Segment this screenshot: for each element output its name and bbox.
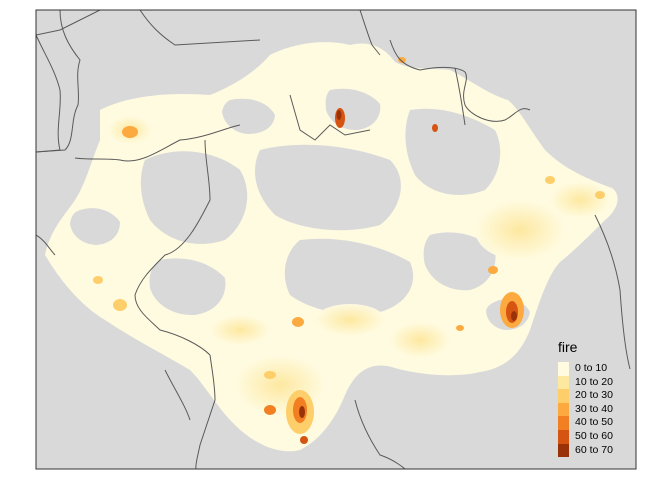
legend-swatch: [558, 389, 569, 403]
legend-title: fire: [558, 339, 578, 355]
legend-item: 0 to 10: [558, 362, 658, 376]
legend-item: 50 to 60: [558, 429, 658, 444]
legend-swatch: [558, 443, 569, 458]
legend-label: 10 to 20: [575, 375, 613, 388]
legend-swatch: [558, 362, 569, 376]
legend-label: 30 to 40: [575, 402, 613, 415]
legend-swatch: [558, 416, 569, 430]
no-data-areas: [70, 88, 530, 330]
legend-label: 60 to 70: [575, 443, 613, 456]
fire-hotspots: [93, 57, 605, 444]
legend-item: 60 to 70: [558, 443, 658, 458]
map-panel-frame: [35, 9, 637, 470]
legend-label: 0 to 10: [575, 362, 608, 374]
legend-label: 50 to 60: [575, 429, 613, 442]
country-borders: [36, 10, 631, 469]
legend-item: 40 to 50: [558, 416, 658, 430]
legend-swatch: [558, 402, 569, 417]
neighbor-land: [36, 34, 61, 153]
legend-rows: 0 to 10 10 to 20 20 to 30 30 to 40 40 to 50 5…: [558, 362, 658, 458]
legend-item: 30 to 40: [558, 402, 658, 417]
map-legend: fire 0 to 10 10 to 20 20 to 30 30 to 40 40 t…: [558, 339, 658, 458]
legend-item: 10 to 20: [558, 375, 658, 390]
legend-label: 20 to 30: [575, 389, 613, 402]
legend-item: 20 to 30: [558, 389, 658, 403]
legend-swatch: [558, 375, 569, 390]
legend-swatch: [558, 429, 569, 444]
legend-label: 40 to 50: [575, 416, 613, 429]
